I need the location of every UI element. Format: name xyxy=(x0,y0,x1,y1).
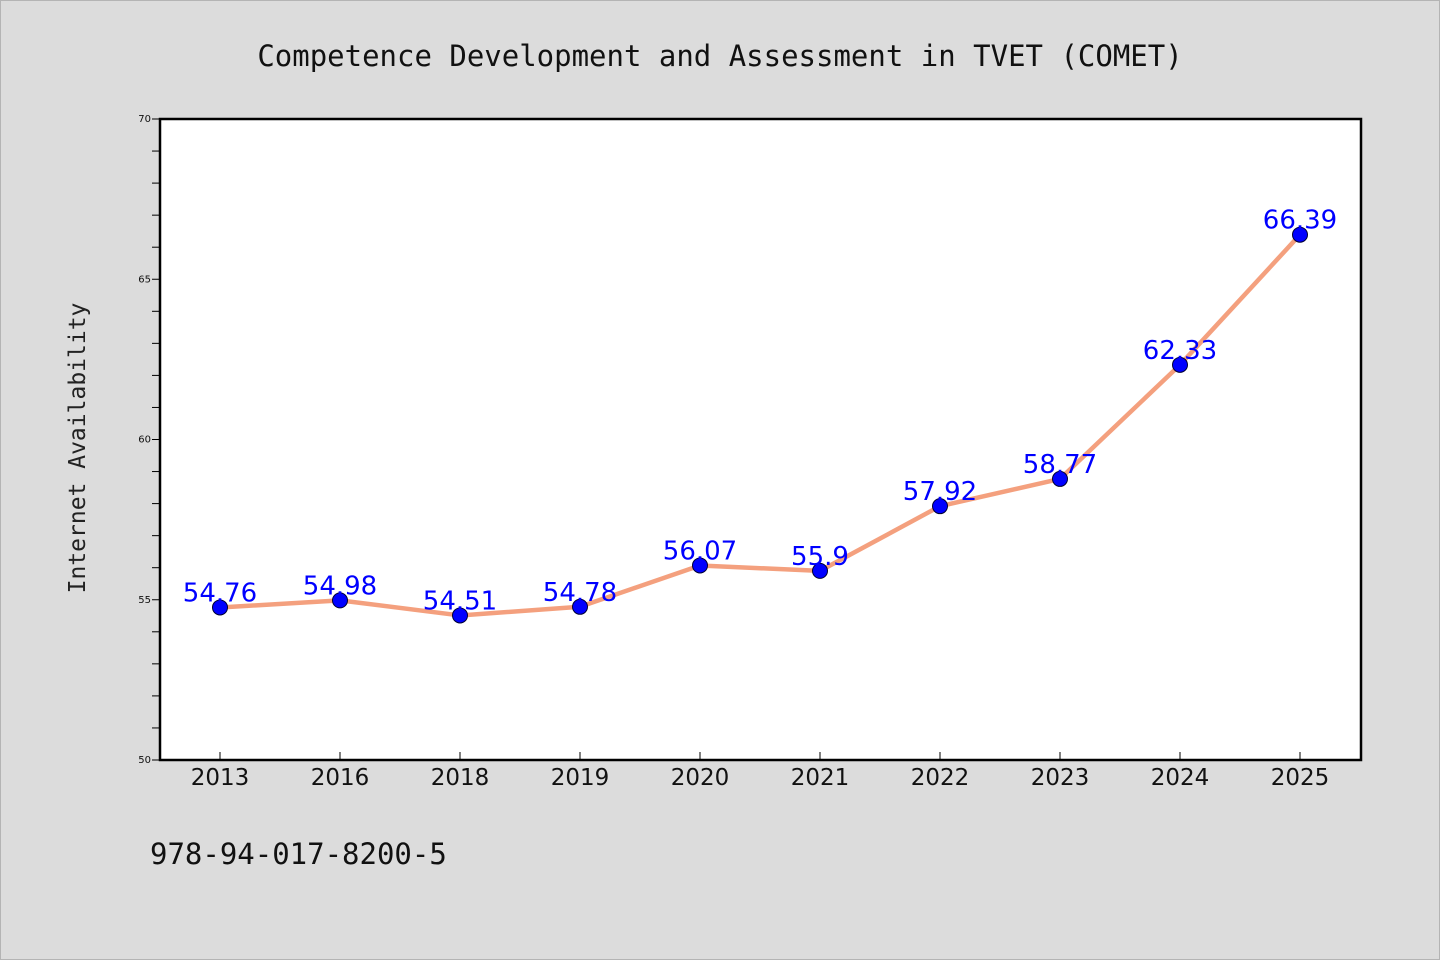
data-label: 54.51 xyxy=(423,586,497,616)
data-point xyxy=(1052,470,1068,487)
x-axis: 2013 2016 2018 2019 2020 2021 2022 2023 2024 2025 xyxy=(191,752,1330,791)
data-label: 66.39 xyxy=(1263,206,1337,236)
data-label: 56.07 xyxy=(663,536,737,566)
data-point xyxy=(572,598,588,615)
data-labels: 54.76 54.98 54.51 54.78 56.07 55.9 57.92 58.77 6… xyxy=(183,206,1337,617)
y-tick-label: 65 xyxy=(138,274,151,285)
x-tick-label: 2024 xyxy=(1151,765,1210,791)
y-axis-label: Internet Availability xyxy=(65,303,91,594)
y-tick-label: 60 xyxy=(138,435,151,446)
chart-title: Competence Development and Assessment in… xyxy=(257,39,1182,73)
data-point xyxy=(812,562,828,579)
data-label: 54.76 xyxy=(183,578,257,608)
data-point xyxy=(932,498,948,515)
data-point xyxy=(212,599,228,616)
footer-isbn: 978-94-017-8200-5 xyxy=(150,837,447,871)
x-tick-label: 2019 xyxy=(551,765,610,791)
data-point xyxy=(1172,356,1188,373)
x-tick-label: 2020 xyxy=(671,765,730,791)
data-point xyxy=(1292,226,1308,243)
y-tick-label: 50 xyxy=(138,755,151,766)
data-label: 58.77 xyxy=(1023,450,1097,480)
data-label: 57.92 xyxy=(903,477,977,507)
x-tick-label: 2023 xyxy=(1031,765,1090,791)
series-line xyxy=(217,232,1303,618)
x-tick-label: 2016 xyxy=(311,765,370,791)
data-point xyxy=(452,607,468,624)
x-tick-label: 2013 xyxy=(191,765,250,791)
data-label: 54.78 xyxy=(543,578,617,608)
x-tick-label: 2022 xyxy=(911,765,970,791)
data-series xyxy=(217,232,1303,618)
data-point xyxy=(332,592,348,609)
x-tick-label: 2021 xyxy=(791,765,850,791)
y-axis: 50 55 60 65 70 xyxy=(138,114,160,766)
data-point xyxy=(692,557,708,574)
data-label: 55.9 xyxy=(791,542,849,572)
data-label: 54.98 xyxy=(303,571,377,601)
y-tick-label: 55 xyxy=(138,595,151,606)
data-markers xyxy=(212,226,1308,624)
x-tick-label: 2025 xyxy=(1271,765,1330,791)
data-label: 62.33 xyxy=(1143,336,1217,366)
x-tick-label: 2018 xyxy=(431,765,490,791)
plot-area xyxy=(158,117,1363,762)
y-tick-label: 70 xyxy=(138,114,151,125)
